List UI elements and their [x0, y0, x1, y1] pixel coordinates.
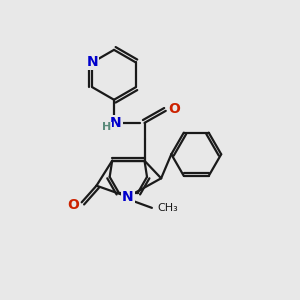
Text: N: N: [122, 190, 134, 204]
Text: O: O: [68, 198, 79, 212]
Text: O: O: [168, 102, 180, 116]
Text: CH₃: CH₃: [158, 203, 178, 213]
Text: H: H: [102, 122, 111, 133]
Text: N: N: [87, 55, 98, 69]
Text: N: N: [110, 116, 122, 130]
